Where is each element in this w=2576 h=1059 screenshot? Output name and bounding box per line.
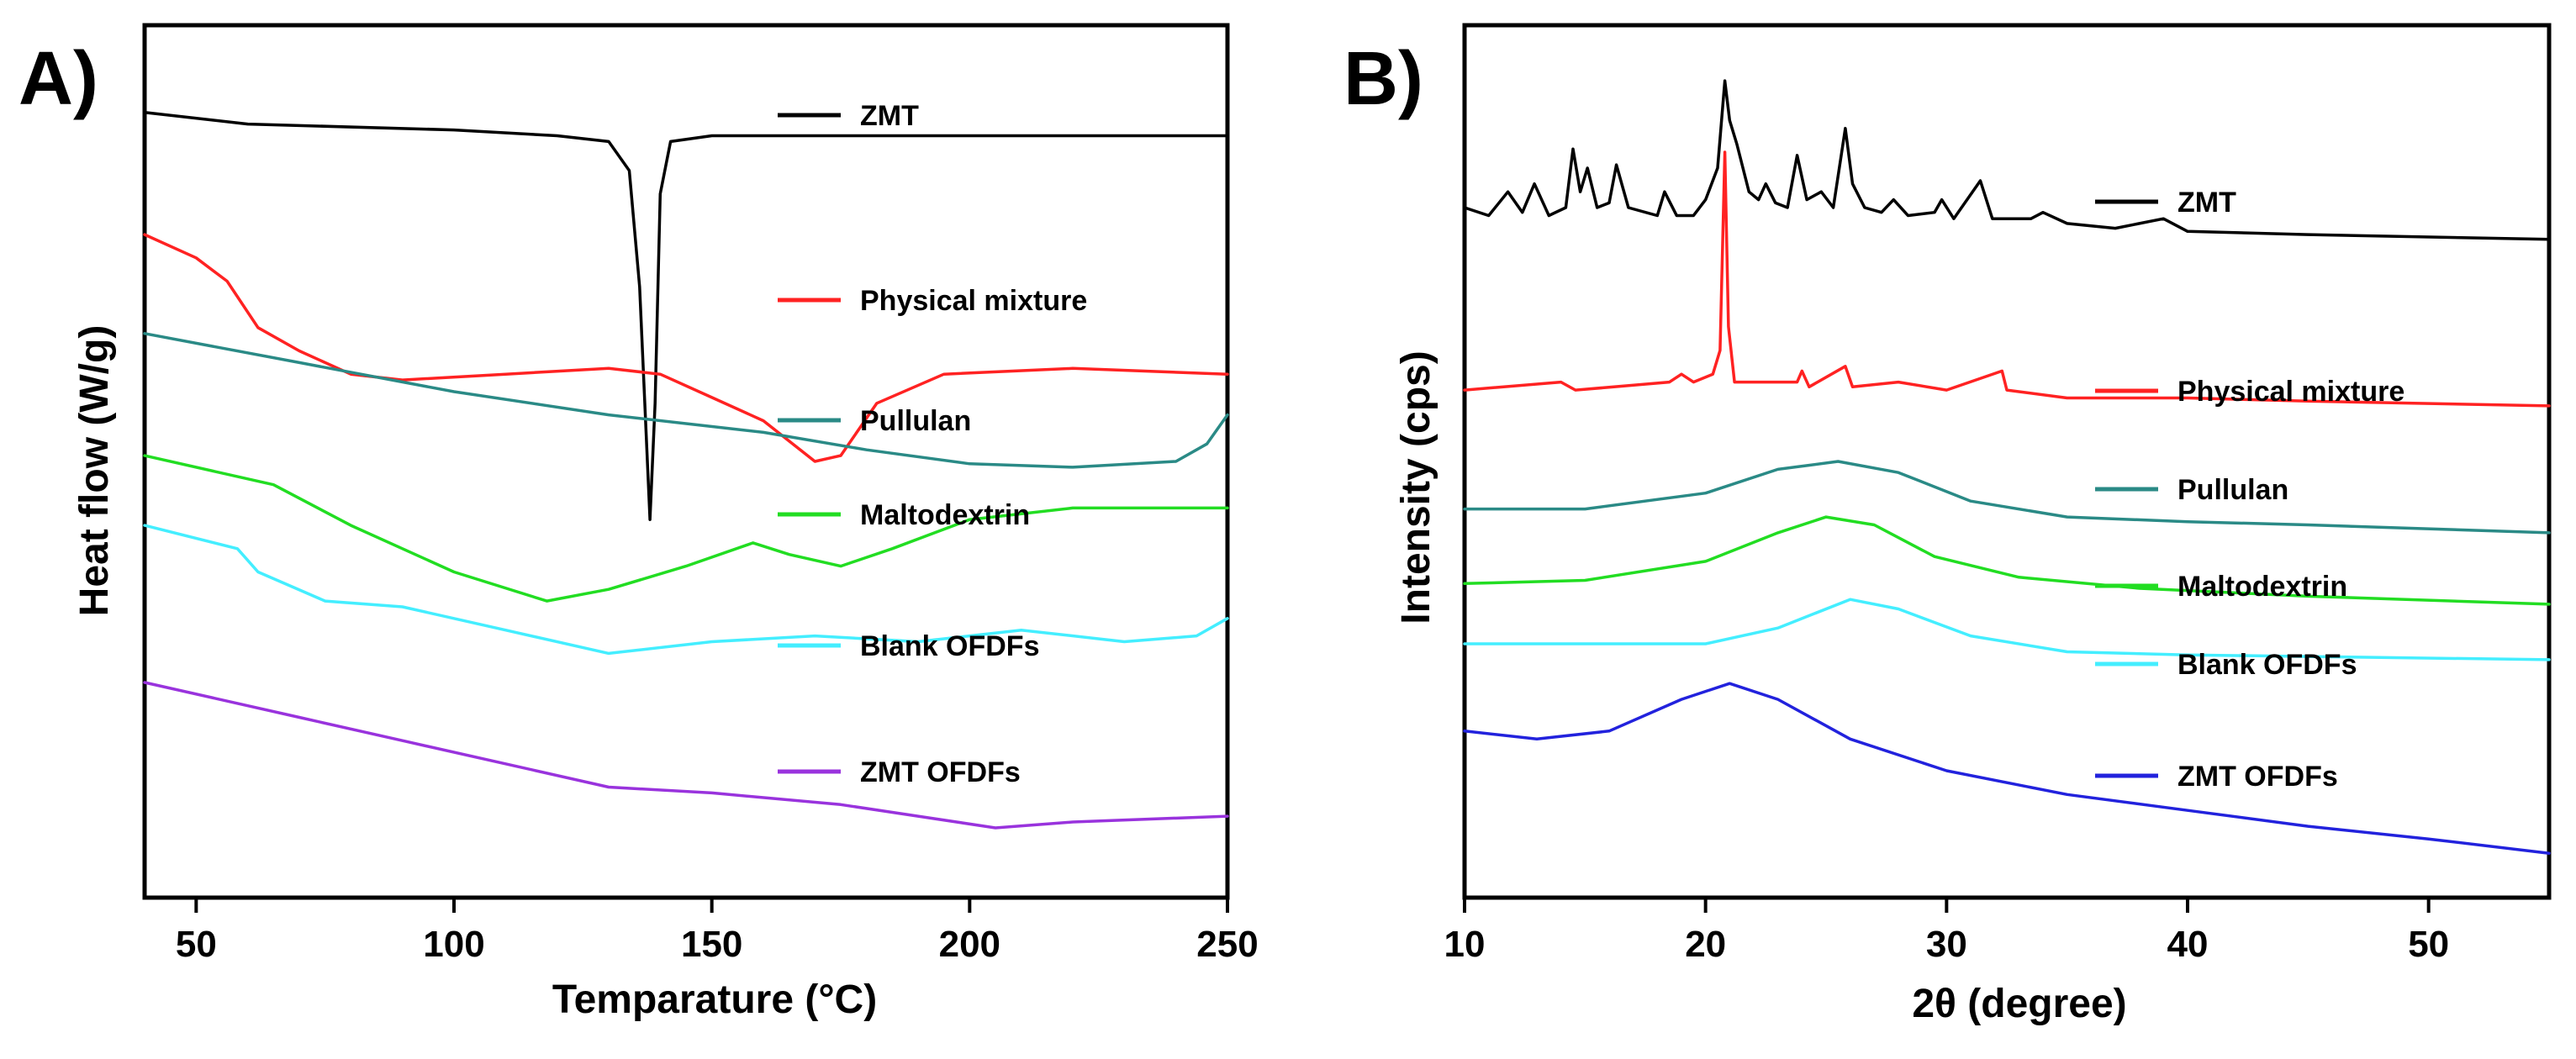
series-line-pullulan [1463,460,2551,535]
x-tick-label: 30 [1926,924,1967,965]
series-line-physical-mixture [143,233,1229,463]
x-tick-label: 150 [681,924,742,965]
series-line-maltodextrin [1463,515,2551,606]
series-line-blank-ofdfs [1463,598,2551,661]
series-line-maltodextrin [143,454,1229,603]
xrd-plot-frame [1462,23,2552,900]
series-line-zmt-ofdfs [1463,682,2551,855]
panel-label-b: B) [1343,37,1423,121]
series-line-pullulan [143,332,1229,469]
legend-label: Physical mixture [860,285,1087,317]
xrd-panel: B) 10 20 30 40 50 ZMT Physical mixture Pullula… [1343,23,2552,1026]
legend-label: ZMT OFDFs [860,756,1021,788]
xrd-x-axis-title: 2θ (degree) [1912,982,2126,1026]
dsc-plot-frame [142,23,1230,900]
legend-label: ZMT [2177,187,2236,219]
legend-label: Physical mixture [2177,376,2404,408]
x-tick-label: 50 [2408,924,2449,965]
panel-label-a: A) [18,37,98,121]
dsc-panel: A) 50 100 150 200 250 ZMT Physical mixture Pul… [18,23,1259,1022]
dsc-y-axis-title: Heat flow (W/g) [72,325,117,617]
series-line-zmt [143,111,1229,521]
legend-label: Pullulan [2177,474,2288,506]
series-line-zmt [1463,79,2551,241]
series-line-blank-ofdfs [143,524,1229,656]
legend-label: Maltodextrin [860,499,1030,531]
xrd-y-axis-title: Intensity (cps) [1394,350,1438,624]
legend-label: ZMT OFDFs [2177,761,2338,793]
x-tick-label: 100 [423,924,484,965]
legend-label: ZMT [860,100,919,132]
legend-label: Blank OFDFs [2177,649,2357,681]
series-line-zmt-ofdfs [143,681,1229,830]
legend-label: Blank OFDFs [860,630,1039,662]
x-tick-label: 40 [2167,924,2209,965]
x-tick-label: 250 [1196,924,1258,965]
x-tick-label: 20 [1685,924,1726,965]
dsc-x-axis-title: Temparature (°C) [552,977,877,1022]
legend-label: Maltodextrin [2177,571,2347,603]
legend-label: Pullulan [860,405,971,437]
series-line-physical-mixture [1463,150,2551,408]
x-tick-label: 10 [1444,924,1486,965]
x-tick-label: 50 [176,924,217,965]
x-tick-label: 200 [939,924,1000,965]
